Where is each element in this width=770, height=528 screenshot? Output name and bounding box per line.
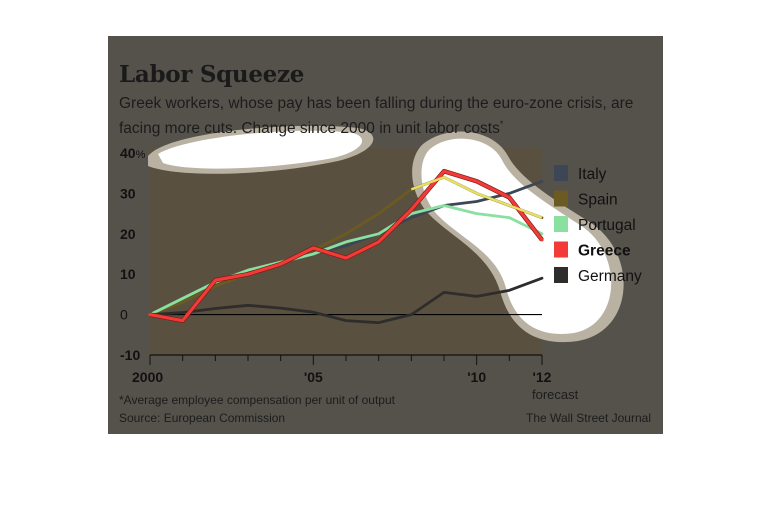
legend-label: Germany bbox=[578, 268, 642, 285]
legend-swatch bbox=[554, 267, 568, 283]
forecast-label: forecast bbox=[532, 387, 579, 402]
y-tick-label: 10 bbox=[120, 266, 136, 282]
germany-line bbox=[148, 276, 544, 325]
chart-subtitle: Greek workers, whose pay has been fallin… bbox=[119, 95, 634, 138]
y-tick-label: 20 bbox=[120, 226, 136, 242]
legend-item-spain: Spain bbox=[554, 190, 618, 209]
spain-line-highlight bbox=[410, 175, 543, 219]
legend-swatch bbox=[554, 190, 568, 207]
legend-item-germany: Germany bbox=[554, 267, 642, 285]
legend: Italy Spain Portugal Greece Germany bbox=[554, 165, 642, 285]
legend-label: Portugal bbox=[578, 217, 636, 234]
legend-item-italy: Italy bbox=[554, 165, 607, 183]
legend-label: Spain bbox=[578, 192, 618, 209]
chart-panel: 40% 30 20 10 0 -10 2000 '05 '10 '12 forecast Ital… bbox=[108, 36, 663, 434]
legend-item-portugal: Portugal bbox=[554, 216, 636, 234]
legend-swatch bbox=[554, 165, 568, 181]
x-tick-label: 2000 bbox=[132, 369, 163, 385]
x-tick-label: '10 bbox=[467, 369, 486, 385]
series-lines bbox=[148, 168, 544, 325]
legend-swatch bbox=[554, 216, 568, 232]
legend-swatch bbox=[554, 241, 568, 258]
credit: The Wall Street Journal bbox=[526, 411, 651, 425]
x-tick-label: '12 bbox=[533, 369, 552, 385]
line-chart: 40% 30 20 10 0 -10 2000 '05 '10 '12 forecast Ital… bbox=[120, 125, 642, 402]
legend-item-greece: Greece bbox=[554, 241, 631, 260]
blob-left bbox=[158, 130, 363, 169]
y-tick-label: 40% bbox=[120, 145, 146, 161]
source-note: Source: European Commission bbox=[119, 411, 286, 425]
highlight-blobs bbox=[148, 125, 624, 343]
y-axis: 40% 30 20 10 0 -10 bbox=[120, 145, 146, 363]
x-axis: 2000 '05 '10 '12 forecast bbox=[132, 354, 579, 402]
y-tick-label: 30 bbox=[120, 185, 136, 201]
footnote: *Average employee compensation per unit … bbox=[119, 393, 395, 407]
y-tick-label: -10 bbox=[120, 347, 140, 363]
legend-label: Greece bbox=[578, 243, 631, 260]
blob-right bbox=[421, 138, 612, 334]
x-tick-label: '05 bbox=[304, 369, 323, 385]
legend-label: Italy bbox=[578, 166, 607, 183]
greece-line bbox=[148, 169, 544, 323]
chart-title: Labor Squeeze bbox=[119, 61, 305, 88]
y-tick-label: 0 bbox=[120, 307, 128, 323]
